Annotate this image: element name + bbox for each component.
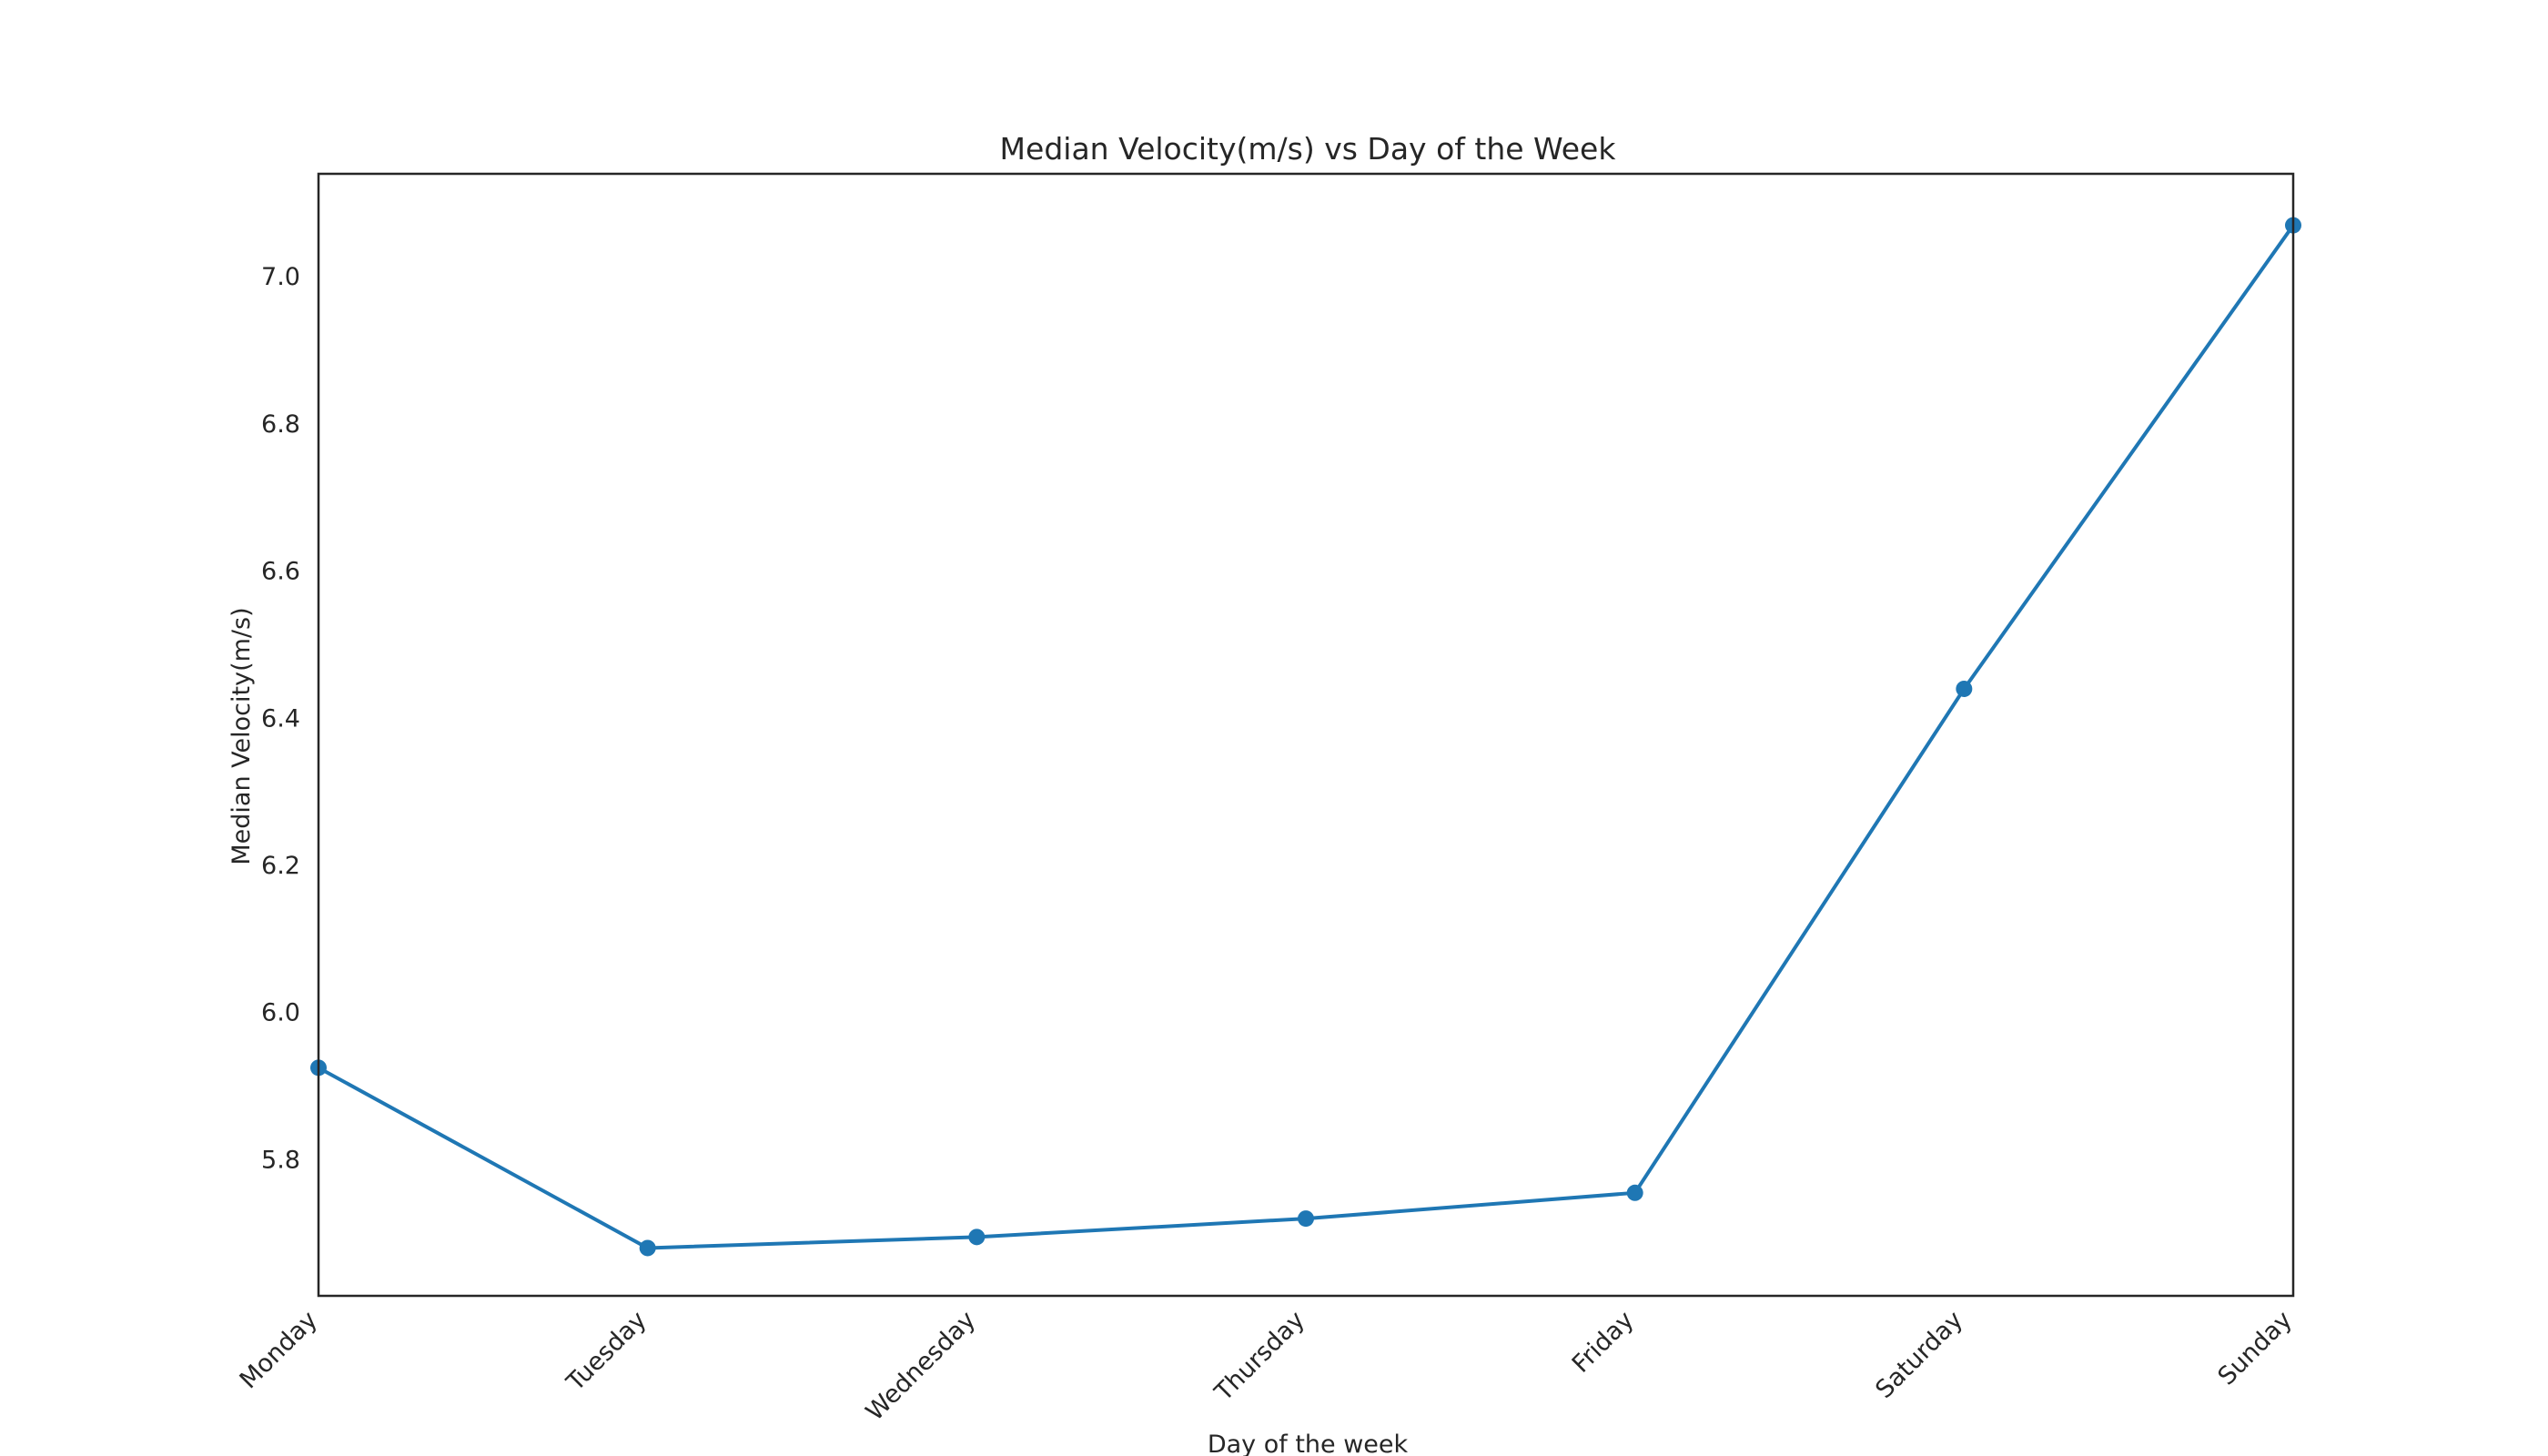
x-tick-label: Tuesday [561, 1306, 652, 1397]
x-axis-label: Day of the week [1208, 1431, 1409, 1456]
y-tick-label: 6.6 [261, 558, 300, 586]
data-point [1956, 680, 1973, 697]
y-tick-label: 6.2 [261, 852, 300, 880]
y-tick-label: 5.8 [261, 1146, 300, 1174]
data-point [1298, 1210, 1314, 1228]
x-axis-ticks: Monday Tuesday Wednesday Thursday Friday Satu… [235, 1306, 2298, 1426]
y-tick-label: 7.0 [261, 263, 300, 291]
x-tick-label: Sunday [2213, 1306, 2298, 1390]
x-tick-label: Monday [235, 1306, 323, 1394]
y-tick-label: 6.8 [261, 410, 300, 439]
chart-title: Median Velocity(m/s) vs Day of the Week [1000, 131, 1617, 167]
plot-area-frame [317, 172, 2295, 1298]
y-tick-label: 6.4 [261, 704, 300, 733]
data-series [310, 217, 2301, 1257]
x-tick-label: Thursday [1209, 1306, 1310, 1407]
y-axis-label: Median Velocity(m/s) [228, 607, 256, 864]
x-tick-label: Friday [1567, 1306, 1640, 1379]
y-tick-label: 6.0 [261, 999, 300, 1027]
data-point [968, 1228, 986, 1246]
y-axis-ticks: 5.8 6.0 6.2 6.4 6.6 6.8 7.0 [261, 263, 300, 1174]
data-point [1626, 1184, 1643, 1201]
x-tick-label: Saturday [1870, 1306, 1968, 1404]
series-line [318, 224, 2295, 1250]
data-point [639, 1239, 656, 1257]
x-tick-label: Wednesday [861, 1306, 981, 1426]
